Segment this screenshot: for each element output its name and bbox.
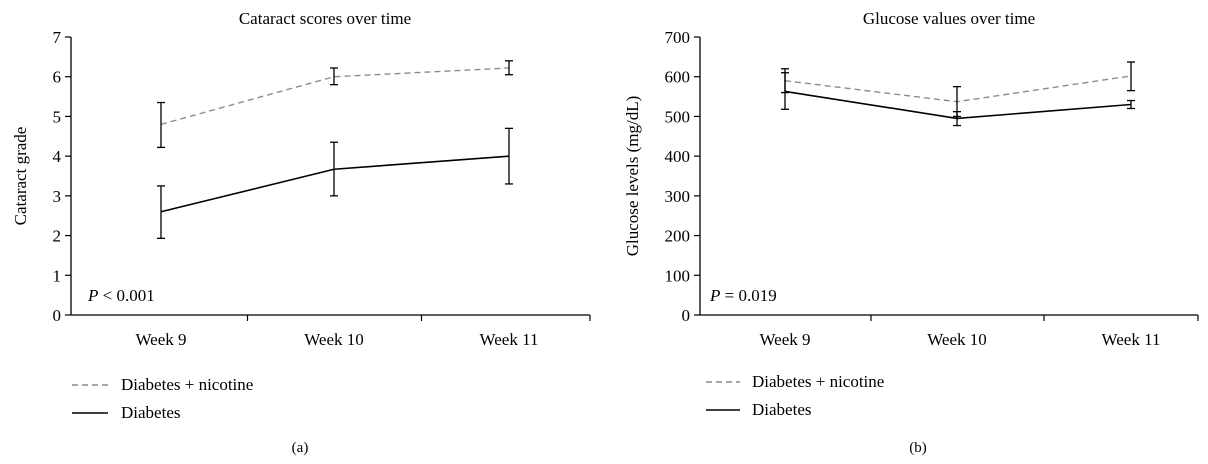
legend: Diabetes + nicotine Diabetes: [72, 375, 253, 422]
y-tick-label: 1: [53, 266, 62, 285]
y-tick-label: 700: [665, 28, 691, 47]
x-tick-label: Week 10: [927, 330, 987, 349]
y-tick-label: 0: [682, 306, 691, 325]
series-line: [784, 75, 1132, 103]
y-tick-label: 2: [53, 227, 62, 246]
y-tick-label: 3: [53, 187, 62, 206]
series-line: [160, 155, 510, 213]
series-diabetes-nicotine: [157, 60, 513, 149]
p-value-annotation: P < 0.001: [87, 286, 155, 305]
legend-label: Diabetes + nicotine: [121, 375, 253, 394]
series-line: [160, 67, 510, 126]
y-tick-label: 4: [53, 147, 62, 166]
y-tick-label: 7: [53, 28, 62, 47]
series-diabetes: [157, 127, 513, 240]
y-axis-label: Glucose levels (mg/dL): [623, 96, 642, 257]
x-tick-label: Week 10: [304, 330, 364, 349]
legend: Diabetes + nicotine Diabetes: [706, 372, 884, 419]
legend-label: Diabetes: [121, 403, 180, 422]
p-value-text: = 0.019: [720, 286, 776, 305]
p-value-symbol: P: [87, 286, 98, 305]
p-value-text: < 0.001: [98, 286, 154, 305]
y-tick-label: 6: [53, 68, 62, 87]
panel-label: (b): [909, 440, 927, 456]
x-tick-label: Week 9: [759, 330, 810, 349]
y-tick-label: 5: [53, 107, 62, 126]
series-line: [784, 90, 1132, 120]
chart-panel-a: Cataract scores over time 0 1 2 3 4 5 6 7 Week 9 W…: [11, 9, 591, 456]
chart-panel-b: Glucose values over time 0 100 200 300 400 500…: [623, 9, 1199, 456]
chart-title: Glucose values over time: [863, 9, 1035, 28]
y-tick-label: 200: [665, 227, 691, 246]
y-tick-label: 400: [665, 147, 691, 166]
y-tick-label: 600: [665, 68, 691, 87]
y-tick-label: 500: [665, 107, 691, 126]
x-tick-label: Week 11: [480, 330, 539, 349]
x-tick-label: Week 11: [1102, 330, 1161, 349]
legend-label: Diabetes + nicotine: [752, 372, 884, 391]
p-value-symbol: P: [709, 286, 720, 305]
chart-title: Cataract scores over time: [239, 9, 411, 28]
x-tick-label: Week 9: [135, 330, 186, 349]
series-diabetes: [781, 72, 1135, 127]
p-value-annotation: P = 0.019: [709, 286, 777, 305]
y-tick-label: 100: [665, 266, 691, 285]
y-axis-label: Cataract grade: [11, 127, 30, 226]
y-tick-label: 0: [53, 306, 62, 325]
legend-label: Diabetes: [752, 400, 811, 419]
panel-label: (a): [292, 440, 309, 456]
y-tick-label: 300: [665, 187, 691, 206]
